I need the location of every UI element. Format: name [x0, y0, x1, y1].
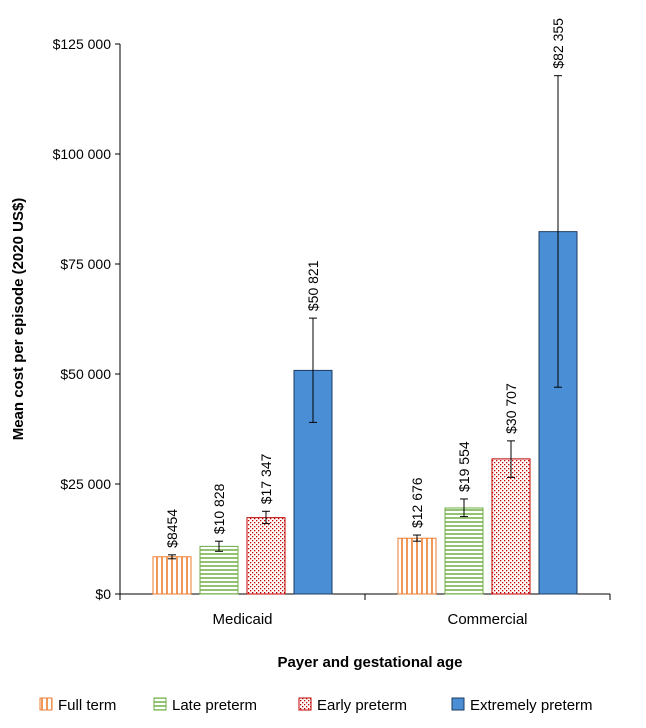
bar: [397, 537, 437, 595]
bar: [199, 545, 239, 595]
x-tick-label: Commercial: [447, 611, 527, 628]
legend-label: Extremely preterm: [470, 697, 593, 714]
legend: Full term Late preterm Early preterm Extrem…: [39, 697, 593, 714]
bar: [444, 507, 484, 595]
bars: [152, 231, 578, 595]
data-label: $17 347: [258, 453, 274, 504]
legend-label: Late preterm: [172, 697, 257, 714]
data-label: $82 355: [550, 18, 566, 69]
data-label: $12 676: [409, 477, 425, 528]
y-tick-label: $125 000: [53, 36, 112, 52]
x-axis-title: Payer and gestational age: [277, 654, 462, 671]
y-axis-title: Mean cost per episode (2020 US$): [10, 198, 27, 441]
legend-swatch: [451, 697, 465, 711]
y-tick-label: $25 000: [60, 476, 111, 492]
legend-swatch: [39, 697, 53, 711]
value-labels: $8454 $10 828 $17 347 $50 821 $12 676 $19 554…: [164, 18, 566, 548]
data-label: $19 554: [456, 441, 472, 492]
bar: [152, 556, 192, 595]
legend-swatch: [298, 697, 312, 711]
error-bars: [168, 75, 562, 560]
x-tick-label: Medicaid: [212, 611, 272, 628]
legend-label: Early preterm: [317, 697, 407, 714]
y-axis-ticks: $0 $25 000 $50 000 $75 000 $100 000 $125 000: [53, 36, 120, 602]
y-tick-label: $100 000: [53, 146, 112, 162]
data-label: $8454: [164, 509, 180, 548]
data-label: $50 821: [305, 260, 321, 311]
y-tick-label: $75 000: [60, 256, 111, 272]
chart-axes: [119, 44, 610, 595]
bar: [491, 458, 531, 595]
legend-swatch: [153, 697, 167, 711]
y-tick-label: $0: [95, 586, 111, 602]
data-label: $10 828: [211, 483, 227, 534]
x-axis-ticks: Medicaid Commercial: [119, 594, 611, 628]
y-tick-label: $50 000: [60, 366, 111, 382]
legend-label: Full term: [58, 697, 116, 714]
bar: [246, 517, 286, 595]
data-label: $30 707: [503, 383, 519, 434]
